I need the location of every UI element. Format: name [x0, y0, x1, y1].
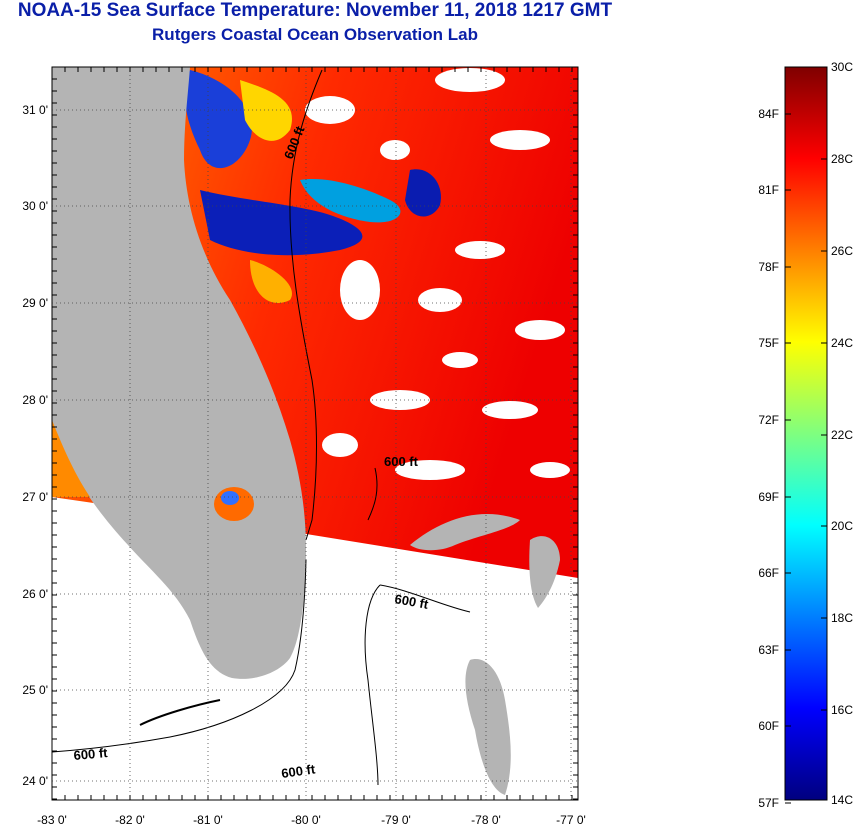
colorbar	[784, 66, 828, 801]
isobath-contours	[52, 69, 471, 786]
longitude-label: -79 0'	[381, 813, 411, 827]
florida-landmass	[52, 67, 306, 679]
contour-label: 600 ft	[384, 454, 419, 469]
latitude-label: 28 0'	[22, 393, 48, 407]
longitude-labels: -83 0' -82 0' -81 0' -80 0' -79 0' -78 0' -77 …	[37, 813, 586, 827]
abaco-island	[529, 536, 560, 608]
warm-yellow-patch	[240, 80, 292, 141]
cool-water-patch	[405, 169, 441, 217]
latitude-label: 29 0'	[22, 296, 48, 310]
colorbar-fahrenheit-label: 57F	[758, 796, 779, 810]
latitude-label: 25 0'	[22, 683, 48, 697]
longitude-label: -82 0'	[115, 813, 145, 827]
latitude-label: 24 0'	[22, 774, 48, 788]
colorbar-fahrenheit-label: 78F	[758, 260, 779, 274]
colorbar-celsius-label: 28C	[831, 152, 853, 166]
cool-water-patch	[300, 179, 401, 223]
cool-water-patch	[184, 70, 252, 169]
map-frame	[51, 66, 579, 801]
colorbar-celsius-label: 22C	[831, 428, 853, 442]
colorbar-celsius-label: 24C	[831, 336, 853, 350]
colorbar-fahrenheit-label: 84F	[758, 107, 779, 121]
colorbar-fahrenheit-label: 69F	[758, 490, 779, 504]
latitude-label: 27 0'	[22, 490, 48, 504]
colorbar-fahrenheit-label: 60F	[758, 719, 779, 733]
colorbar-fahrenheit-label: 81F	[758, 183, 779, 197]
colorbar-fahrenheit-labels: 84F 81F 78F 75F 72F 69F 66F 63F 60F 57F	[758, 107, 791, 810]
colorbar-celsius-label: 20C	[831, 519, 853, 533]
longitude-label: -81 0'	[193, 813, 223, 827]
longitude-label: -83 0'	[37, 813, 67, 827]
florida-keys	[139, 699, 221, 726]
colorbar-celsius-label: 30C	[831, 60, 853, 74]
latitude-label: 30 0'	[22, 199, 48, 213]
latitude-labels: 31 0' 30 0' 29 0' 28 0' 27 0' 26 0' 25 0' 24 0'	[22, 103, 48, 788]
contour-label: 600 ft	[73, 745, 109, 763]
colorbar-celsius-label: 14C	[831, 793, 853, 807]
grand-bahama-island	[410, 514, 520, 551]
latitude-label: 31 0'	[22, 103, 48, 117]
longitude-label: -78 0'	[471, 813, 501, 827]
colorbar-celsius-labels: 30C 28C 26C 24C 22C 20C 18C 16C 14C	[821, 60, 853, 807]
graticule	[51, 66, 578, 800]
map-subtitle: Rutgers Coastal Ocean Observation Lab	[152, 25, 478, 44]
colorbar-fahrenheit-label: 72F	[758, 413, 779, 427]
warm-yellow-patch	[250, 260, 292, 304]
colorbar-celsius-label: 26C	[831, 244, 853, 258]
latitude-label: 26 0'	[22, 587, 48, 601]
cloud-mask	[305, 68, 570, 480]
colorbar-celsius-label: 16C	[831, 703, 853, 717]
colorbar-fahrenheit-label: 75F	[758, 336, 779, 350]
longitude-label: -77 0'	[556, 813, 586, 827]
lake-cool-patch	[221, 491, 239, 505]
gulf-water	[52, 420, 90, 497]
colorbar-celsius-label: 18C	[831, 611, 853, 625]
colorbar-fahrenheit-label: 66F	[758, 566, 779, 580]
andros-island	[465, 659, 511, 795]
map-title: NOAA-15 Sea Surface Temperature: Novembe…	[17, 0, 613, 21]
contour-label: 600 ft	[393, 591, 430, 612]
longitude-label: -80 0'	[291, 813, 321, 827]
colorbar-fahrenheit-label: 63F	[758, 643, 779, 657]
contour-label: 600 ft	[280, 761, 316, 781]
